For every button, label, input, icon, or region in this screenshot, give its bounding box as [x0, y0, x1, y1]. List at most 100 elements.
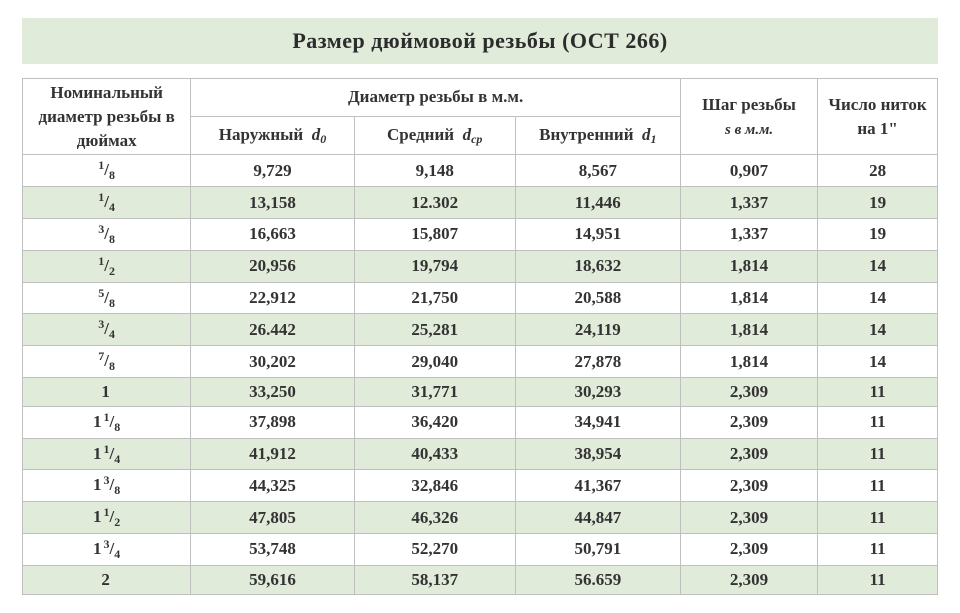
cell-d0: 22,912	[191, 282, 354, 314]
cell-nominal: 13/4	[23, 533, 191, 565]
table-row: 7/830,20229,04027,8781,81414	[23, 346, 938, 378]
cell-s: 0,907	[680, 155, 817, 187]
cell-dcp: 9,148	[354, 155, 515, 187]
cell-d0: 9,729	[191, 155, 354, 187]
table-row: 11/441,91240,43338,9542,30911	[23, 438, 938, 470]
cell-d0: 16,663	[191, 218, 354, 250]
cell-n: 11	[818, 533, 938, 565]
cell-d0: 26.442	[191, 314, 354, 346]
cell-d1: 44,847	[515, 502, 680, 534]
page-title: Размер дюймовой резьбы (ОСТ 266)	[22, 18, 938, 64]
cell-d1: 38,954	[515, 438, 680, 470]
col-inner: Внутренний d1	[515, 116, 680, 155]
cell-s: 1,337	[680, 218, 817, 250]
cell-d0: 33,250	[191, 377, 354, 406]
cell-s: 2,309	[680, 377, 817, 406]
cell-s: 1,814	[680, 314, 817, 346]
cell-nominal: 7/8	[23, 346, 191, 378]
cell-nominal: 1/4	[23, 187, 191, 219]
cell-d0: 44,325	[191, 470, 354, 502]
cell-s: 1,337	[680, 187, 817, 219]
cell-dcp: 36,420	[354, 406, 515, 438]
cell-d0: 53,748	[191, 533, 354, 565]
thread-size-table: Номинальный диаметр резьбы в дюймах Диам…	[22, 78, 938, 595]
cell-dcp: 46,326	[354, 502, 515, 534]
cell-nominal: 3/4	[23, 314, 191, 346]
cell-dcp: 15,807	[354, 218, 515, 250]
cell-n: 28	[818, 155, 938, 187]
cell-d1: 24,119	[515, 314, 680, 346]
cell-d1: 34,941	[515, 406, 680, 438]
cell-nominal: 13/8	[23, 470, 191, 502]
table-row: 3/816,66315,80714,9511,33719	[23, 218, 938, 250]
cell-d1: 14,951	[515, 218, 680, 250]
table-row: 259,61658,13756.6592,30911	[23, 565, 938, 594]
cell-n: 19	[818, 187, 938, 219]
col-diameter-group: Диаметр резьбы в м.м.	[191, 79, 681, 117]
cell-nominal: 1/8	[23, 155, 191, 187]
cell-d1: 8,567	[515, 155, 680, 187]
cell-d0: 47,805	[191, 502, 354, 534]
cell-nominal: 1	[23, 377, 191, 406]
cell-d1: 20,588	[515, 282, 680, 314]
cell-nominal: 3/8	[23, 218, 191, 250]
cell-dcp: 32,846	[354, 470, 515, 502]
table-row: 13/453,74852,27050,7912,30911	[23, 533, 938, 565]
cell-n: 11	[818, 377, 938, 406]
cell-nominal: 11/4	[23, 438, 191, 470]
table-row: 1/89,7299,1488,5670,90728	[23, 155, 938, 187]
cell-d1: 18,632	[515, 250, 680, 282]
cell-s: 2,309	[680, 438, 817, 470]
table-row: 5/822,91221,75020,5881,81414	[23, 282, 938, 314]
cell-dcp: 12.302	[354, 187, 515, 219]
cell-n: 14	[818, 250, 938, 282]
cell-d0: 59,616	[191, 565, 354, 594]
cell-s: 2,309	[680, 502, 817, 534]
cell-dcp: 21,750	[354, 282, 515, 314]
cell-dcp: 19,794	[354, 250, 515, 282]
cell-d1: 11,446	[515, 187, 680, 219]
col-step: Шаг резьбы s в м.м.	[680, 79, 817, 155]
cell-n: 19	[818, 218, 938, 250]
cell-nominal: 11/2	[23, 502, 191, 534]
cell-d1: 41,367	[515, 470, 680, 502]
cell-d0: 41,912	[191, 438, 354, 470]
cell-d0: 13,158	[191, 187, 354, 219]
cell-n: 11	[818, 470, 938, 502]
cell-nominal: 1/2	[23, 250, 191, 282]
cell-d0: 20,956	[191, 250, 354, 282]
cell-n: 14	[818, 282, 938, 314]
table-row: 11/837,89836,42034,9412,30911	[23, 406, 938, 438]
cell-n: 14	[818, 346, 938, 378]
table-row: 3/426.44225,28124,1191,81414	[23, 314, 938, 346]
col-mid: Средний dср	[354, 116, 515, 155]
cell-nominal: 11/8	[23, 406, 191, 438]
cell-s: 2,309	[680, 406, 817, 438]
col-nominal: Номинальный диаметр резьбы в дюймах	[23, 79, 191, 155]
cell-dcp: 58,137	[354, 565, 515, 594]
cell-d1: 56.659	[515, 565, 680, 594]
cell-s: 1,814	[680, 282, 817, 314]
cell-dcp: 40,433	[354, 438, 515, 470]
cell-s: 1,814	[680, 250, 817, 282]
cell-d1: 27,878	[515, 346, 680, 378]
cell-n: 14	[818, 314, 938, 346]
col-outer: Наружный d0	[191, 116, 354, 155]
cell-d0: 30,202	[191, 346, 354, 378]
cell-dcp: 52,270	[354, 533, 515, 565]
table-row: 133,25031,77130,2932,30911	[23, 377, 938, 406]
cell-s: 2,309	[680, 533, 817, 565]
cell-n: 11	[818, 502, 938, 534]
cell-dcp: 29,040	[354, 346, 515, 378]
table-body: 1/89,7299,1488,5670,907281/413,15812.302…	[23, 155, 938, 594]
table-row: 13/844,32532,84641,3672,30911	[23, 470, 938, 502]
cell-nominal: 2	[23, 565, 191, 594]
table-row: 1/220,95619,79418,6321,81414	[23, 250, 938, 282]
cell-d1: 50,791	[515, 533, 680, 565]
cell-n: 11	[818, 438, 938, 470]
cell-dcp: 31,771	[354, 377, 515, 406]
table-row: 1/413,15812.30211,4461,33719	[23, 187, 938, 219]
cell-n: 11	[818, 406, 938, 438]
table-row: 11/247,80546,32644,8472,30911	[23, 502, 938, 534]
cell-s: 2,309	[680, 470, 817, 502]
